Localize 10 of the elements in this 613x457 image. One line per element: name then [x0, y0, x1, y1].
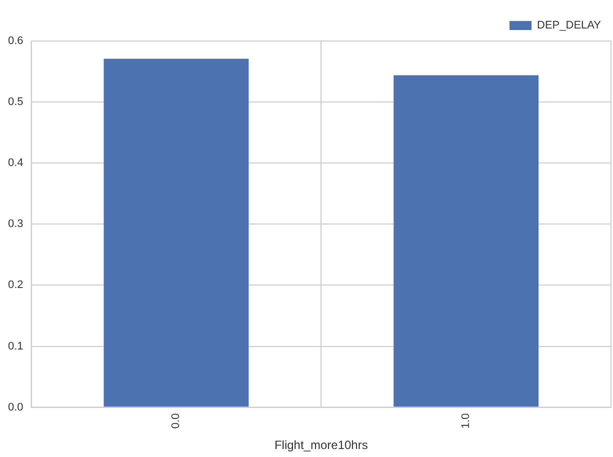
- y-tick-label: 0.6: [8, 35, 24, 48]
- x-axis-title: Flight_more10hrs: [274, 438, 368, 452]
- y-tick-label: 0.0: [8, 401, 24, 414]
- y-tick-label: 0.5: [8, 96, 24, 108]
- y-tick-label: 0.3: [8, 218, 24, 230]
- x-tick-label: 1.0: [460, 413, 472, 429]
- legend-label: DEP_DELAY: [537, 20, 602, 32]
- y-tick-label: 0.1: [8, 340, 24, 352]
- y-tick-label: 0.2: [8, 279, 24, 292]
- y-tick-label: 0.4: [8, 157, 24, 170]
